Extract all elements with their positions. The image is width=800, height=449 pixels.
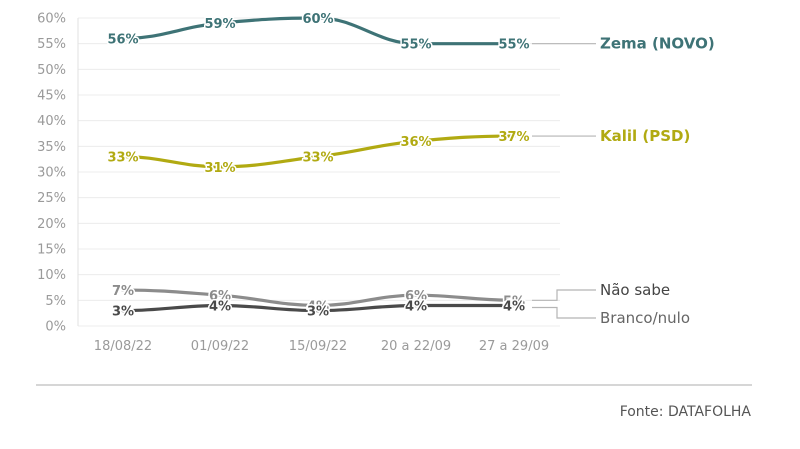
x-tick-label: 15/09/22: [289, 339, 347, 354]
line-chart: 0% 5% 10% 15% 20% 25% 30% 35% 40% 45% 50% 55% 60% 18…: [37, 11, 715, 355]
x-tick-label: 27 a 29/09: [479, 339, 549, 354]
y-tick-label: 55%: [37, 37, 66, 52]
x-tick-label: 20 a 22/09: [381, 339, 451, 354]
series-name: Branco/nulo: [600, 309, 690, 327]
data-labels: 56%59% 60%55% 55%33%31%33%36% 37%7% 6%4%6% 5%…: [106, 11, 531, 322]
series-name: Não sabe: [600, 281, 670, 299]
data-label: 4%: [307, 299, 329, 314]
y-tick-label: 15%: [37, 243, 66, 258]
data-label: 5%: [503, 294, 525, 309]
series-name: Zema (NOVO): [600, 35, 715, 53]
gridlines: [78, 17, 560, 327]
data-label: 60%: [302, 12, 333, 27]
data-label: 37%: [498, 130, 529, 145]
y-tick-label: 10%: [37, 268, 66, 283]
data-label: 59%: [204, 17, 235, 32]
data-label: 36%: [400, 135, 431, 150]
series-line: [121, 303, 516, 313]
y-tick-label: 30%: [37, 166, 66, 181]
y-tick-label: 45%: [37, 89, 66, 104]
y-tick-label: 60%: [37, 12, 66, 27]
data-label: 4%: [405, 299, 427, 314]
series-lines: [121, 16, 516, 313]
data-label: 6%: [209, 289, 231, 304]
x-axis: 18/08/22 01/09/22 15/09/22 20 a 22/09 27 a 2…: [94, 339, 549, 354]
data-label: 33%: [107, 151, 138, 166]
data-label: 3%: [112, 305, 134, 320]
series-line: [121, 134, 516, 169]
data-label: 4%: [503, 299, 525, 314]
data-label: 7%: [112, 284, 134, 299]
data-label: 3%: [307, 305, 329, 320]
y-tick-label: 35%: [37, 140, 66, 155]
data-label: 55%: [498, 38, 529, 53]
y-tick-label: 40%: [37, 114, 66, 129]
series-name: Kalil (PSD): [600, 127, 690, 145]
leader-line: [532, 306, 596, 319]
y-tick-label: 50%: [37, 63, 66, 78]
data-label: 33%: [302, 151, 333, 166]
series-line: [121, 16, 516, 46]
series-line: [121, 288, 516, 308]
series-names: Zema (NOVO) Kalil (PSD) Não sabe Branco/nul…: [532, 35, 715, 327]
data-label: 6%: [405, 289, 427, 304]
data-label: 56%: [107, 33, 138, 48]
data-label: 4%: [209, 299, 231, 314]
leader-line: [532, 289, 596, 301]
y-tick-label: 0%: [45, 320, 66, 335]
data-label: 31%: [204, 161, 235, 176]
x-tick-label: 01/09/22: [191, 339, 249, 354]
y-tick-label: 5%: [45, 294, 66, 309]
y-tick-label: 25%: [37, 191, 66, 206]
data-label: 55%: [400, 38, 431, 53]
y-tick-label: 20%: [37, 217, 66, 232]
x-tick-label: 18/08/22: [94, 339, 152, 354]
y-axis: 0% 5% 10% 15% 20% 25% 30% 35% 40% 45% 50% 55% 60%: [37, 12, 79, 335]
footer-divider: [36, 384, 752, 386]
source-credit: Fonte: DATAFOLHA: [619, 404, 751, 420]
